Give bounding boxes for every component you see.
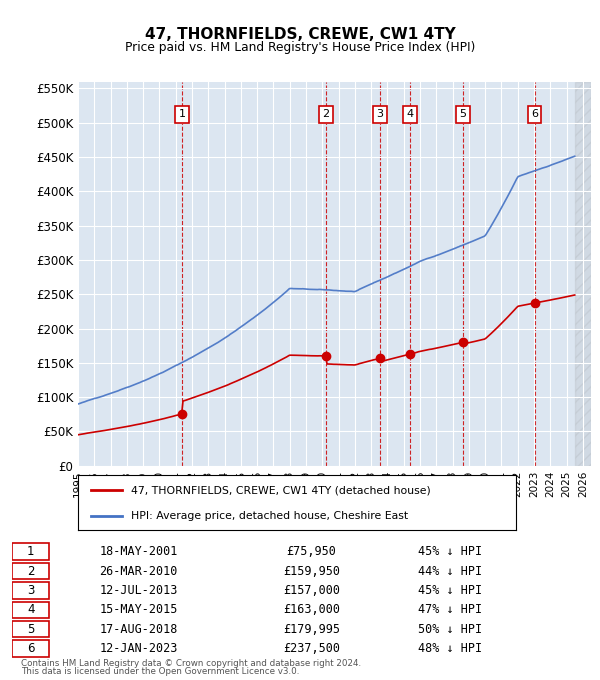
Text: 12-JUL-2013: 12-JUL-2013	[100, 584, 178, 597]
Text: 26-MAR-2010: 26-MAR-2010	[100, 564, 178, 577]
FancyBboxPatch shape	[12, 543, 49, 560]
Text: 1: 1	[27, 545, 34, 558]
Text: 12-JAN-2023: 12-JAN-2023	[100, 642, 178, 655]
FancyBboxPatch shape	[12, 582, 49, 598]
Text: 5: 5	[460, 109, 466, 119]
Text: 2: 2	[27, 564, 34, 577]
Text: £163,000: £163,000	[283, 603, 340, 616]
Text: 1: 1	[178, 109, 185, 119]
Text: 3: 3	[376, 109, 383, 119]
Text: 18-MAY-2001: 18-MAY-2001	[100, 545, 178, 558]
Text: £157,000: £157,000	[283, 584, 340, 597]
Text: £237,500: £237,500	[283, 642, 340, 655]
Text: 17-AUG-2018: 17-AUG-2018	[100, 623, 178, 636]
Text: £75,950: £75,950	[287, 545, 337, 558]
Text: 4: 4	[27, 603, 34, 616]
Text: 47% ↓ HPI: 47% ↓ HPI	[418, 603, 482, 616]
Text: 4: 4	[406, 109, 413, 119]
Text: 47, THORNFIELDS, CREWE, CW1 4TY (detached house): 47, THORNFIELDS, CREWE, CW1 4TY (detache…	[131, 486, 430, 495]
FancyBboxPatch shape	[12, 641, 49, 657]
Text: Price paid vs. HM Land Registry's House Price Index (HPI): Price paid vs. HM Land Registry's House …	[125, 41, 475, 54]
Text: £159,950: £159,950	[283, 564, 340, 577]
Text: 5: 5	[27, 623, 34, 636]
Text: 6: 6	[531, 109, 538, 119]
FancyBboxPatch shape	[12, 563, 49, 579]
Text: 45% ↓ HPI: 45% ↓ HPI	[418, 584, 482, 597]
FancyBboxPatch shape	[12, 602, 49, 618]
Text: 48% ↓ HPI: 48% ↓ HPI	[418, 642, 482, 655]
Text: 47, THORNFIELDS, CREWE, CW1 4TY: 47, THORNFIELDS, CREWE, CW1 4TY	[145, 27, 455, 42]
Text: 3: 3	[27, 584, 34, 597]
Text: 2: 2	[322, 109, 329, 119]
Text: 44% ↓ HPI: 44% ↓ HPI	[418, 564, 482, 577]
Text: 15-MAY-2015: 15-MAY-2015	[100, 603, 178, 616]
Text: Contains HM Land Registry data © Crown copyright and database right 2024.: Contains HM Land Registry data © Crown c…	[21, 659, 361, 668]
Text: 45% ↓ HPI: 45% ↓ HPI	[418, 545, 482, 558]
Text: 50% ↓ HPI: 50% ↓ HPI	[418, 623, 482, 636]
Text: HPI: Average price, detached house, Cheshire East: HPI: Average price, detached house, Ches…	[131, 511, 407, 522]
Text: This data is licensed under the Open Government Licence v3.0.: This data is licensed under the Open Gov…	[21, 667, 299, 676]
Text: £179,995: £179,995	[283, 623, 340, 636]
FancyBboxPatch shape	[12, 621, 49, 637]
Text: 6: 6	[27, 642, 34, 655]
